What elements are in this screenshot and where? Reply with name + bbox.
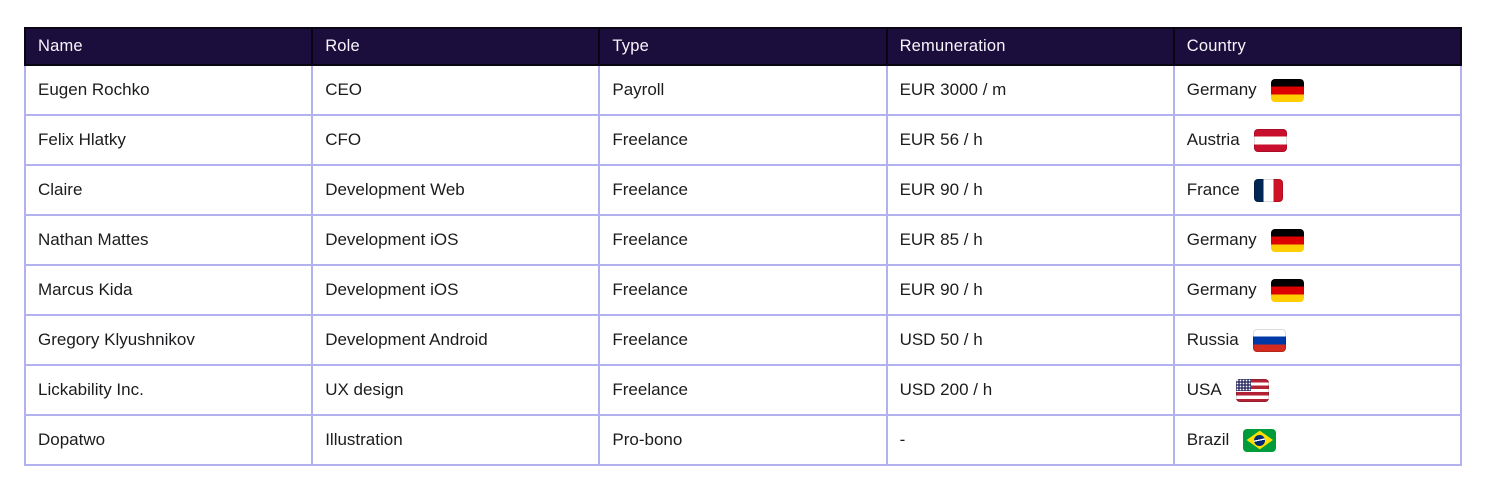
staff-remuneration-table: Name Role Type Remuneration Country Euge…: [23, 27, 1463, 466]
cell-type: Freelance: [598, 264, 888, 316]
table-row: Dopatwo Illustration Pro-bono - Brazil: [23, 414, 1463, 466]
country-label: Brazil: [1186, 430, 1230, 449]
cell-type: Pro-bono: [598, 414, 888, 466]
cell-role: CEO: [311, 64, 601, 116]
france-flag-icon: [1253, 178, 1283, 202]
austria-flag-icon: [1253, 128, 1287, 152]
cell-type: Freelance: [598, 214, 888, 266]
country-label: Austria: [1186, 130, 1240, 149]
country-label: Germany: [1186, 80, 1257, 99]
cell-remuneration: EUR 85 / h: [885, 214, 1175, 266]
table-row: Claire Development Web Freelance EUR 90 …: [23, 164, 1463, 216]
germany-flag-icon: [1270, 228, 1304, 252]
cell-remuneration: USD 200 / h: [885, 364, 1175, 416]
germany-flag-icon: [1270, 278, 1304, 302]
cell-country: Germany: [1172, 214, 1463, 266]
cell-country: Germany: [1172, 64, 1463, 116]
cell-country: Brazil: [1172, 414, 1463, 466]
usa-flag-icon: [1235, 378, 1269, 402]
cell-name: Marcus Kida: [23, 264, 314, 316]
cell-country: USA: [1172, 364, 1463, 416]
cell-remuneration: EUR 90 / h: [885, 264, 1175, 316]
cell-role: CFO: [311, 114, 601, 166]
country-label: Russia: [1186, 330, 1239, 349]
cell-role: Development iOS: [311, 214, 601, 266]
cell-country: Russia: [1172, 314, 1463, 366]
cell-role: Illustration: [311, 414, 601, 466]
cell-name: Dopatwo: [23, 414, 314, 466]
table-header: Name Role Type Remuneration Country: [23, 27, 1463, 66]
table-row: Nathan Mattes Development iOS Freelance …: [23, 214, 1463, 266]
cell-role: Development Android: [311, 314, 601, 366]
cell-remuneration: USD 50 / h: [885, 314, 1175, 366]
cell-country: France: [1172, 164, 1463, 216]
cell-role: UX design: [311, 364, 601, 416]
cell-role: Development iOS: [311, 264, 601, 316]
table-row: Eugen Rochko CEO Payroll EUR 3000 / m Ge…: [23, 64, 1463, 116]
cell-country: Austria: [1172, 114, 1463, 166]
cell-name: Nathan Mattes: [23, 214, 314, 266]
cell-type: Payroll: [598, 64, 888, 116]
cell-remuneration: -: [885, 414, 1175, 466]
country-label: Germany: [1186, 230, 1257, 249]
table-row: Felix Hlatky CFO Freelance EUR 56 / h Au…: [23, 114, 1463, 166]
cell-type: Freelance: [598, 114, 888, 166]
country-label: France: [1186, 180, 1240, 199]
russia-flag-icon: [1252, 328, 1286, 352]
table-row: Marcus Kida Development iOS Freelance EU…: [23, 264, 1463, 316]
country-label: Germany: [1186, 280, 1257, 299]
country-label: USA: [1186, 380, 1222, 399]
cell-type: Freelance: [598, 164, 888, 216]
cell-remuneration: EUR 90 / h: [885, 164, 1175, 216]
cell-name: Gregory Klyushnikov: [23, 314, 314, 366]
column-header-name: Name: [23, 27, 314, 66]
cell-country: Germany: [1172, 264, 1463, 316]
brazil-flag-icon: [1243, 428, 1277, 452]
cell-type: Freelance: [598, 364, 888, 416]
germany-flag-icon: [1270, 78, 1304, 102]
table-row: Gregory Klyushnikov Development Android …: [23, 314, 1463, 366]
table-body: Eugen Rochko CEO Payroll EUR 3000 / m Ge…: [23, 64, 1463, 466]
cell-name: Claire: [23, 164, 314, 216]
cell-name: Eugen Rochko: [23, 64, 314, 116]
column-header-remuneration: Remuneration: [885, 27, 1175, 66]
cell-role: Development Web: [311, 164, 601, 216]
cell-name: Lickability Inc.: [23, 364, 314, 416]
cell-name: Felix Hlatky: [23, 114, 314, 166]
header-row: Name Role Type Remuneration Country: [23, 27, 1463, 66]
staff-table-container: Name Role Type Remuneration Country Euge…: [0, 0, 1488, 466]
cell-type: Freelance: [598, 314, 888, 366]
cell-remuneration: EUR 3000 / m: [885, 64, 1175, 116]
cell-remuneration: EUR 56 / h: [885, 114, 1175, 166]
column-header-type: Type: [598, 27, 888, 66]
table-row: Lickability Inc. UX design Freelance USD…: [23, 364, 1463, 416]
column-header-role: Role: [311, 27, 601, 66]
column-header-country: Country: [1172, 27, 1463, 66]
